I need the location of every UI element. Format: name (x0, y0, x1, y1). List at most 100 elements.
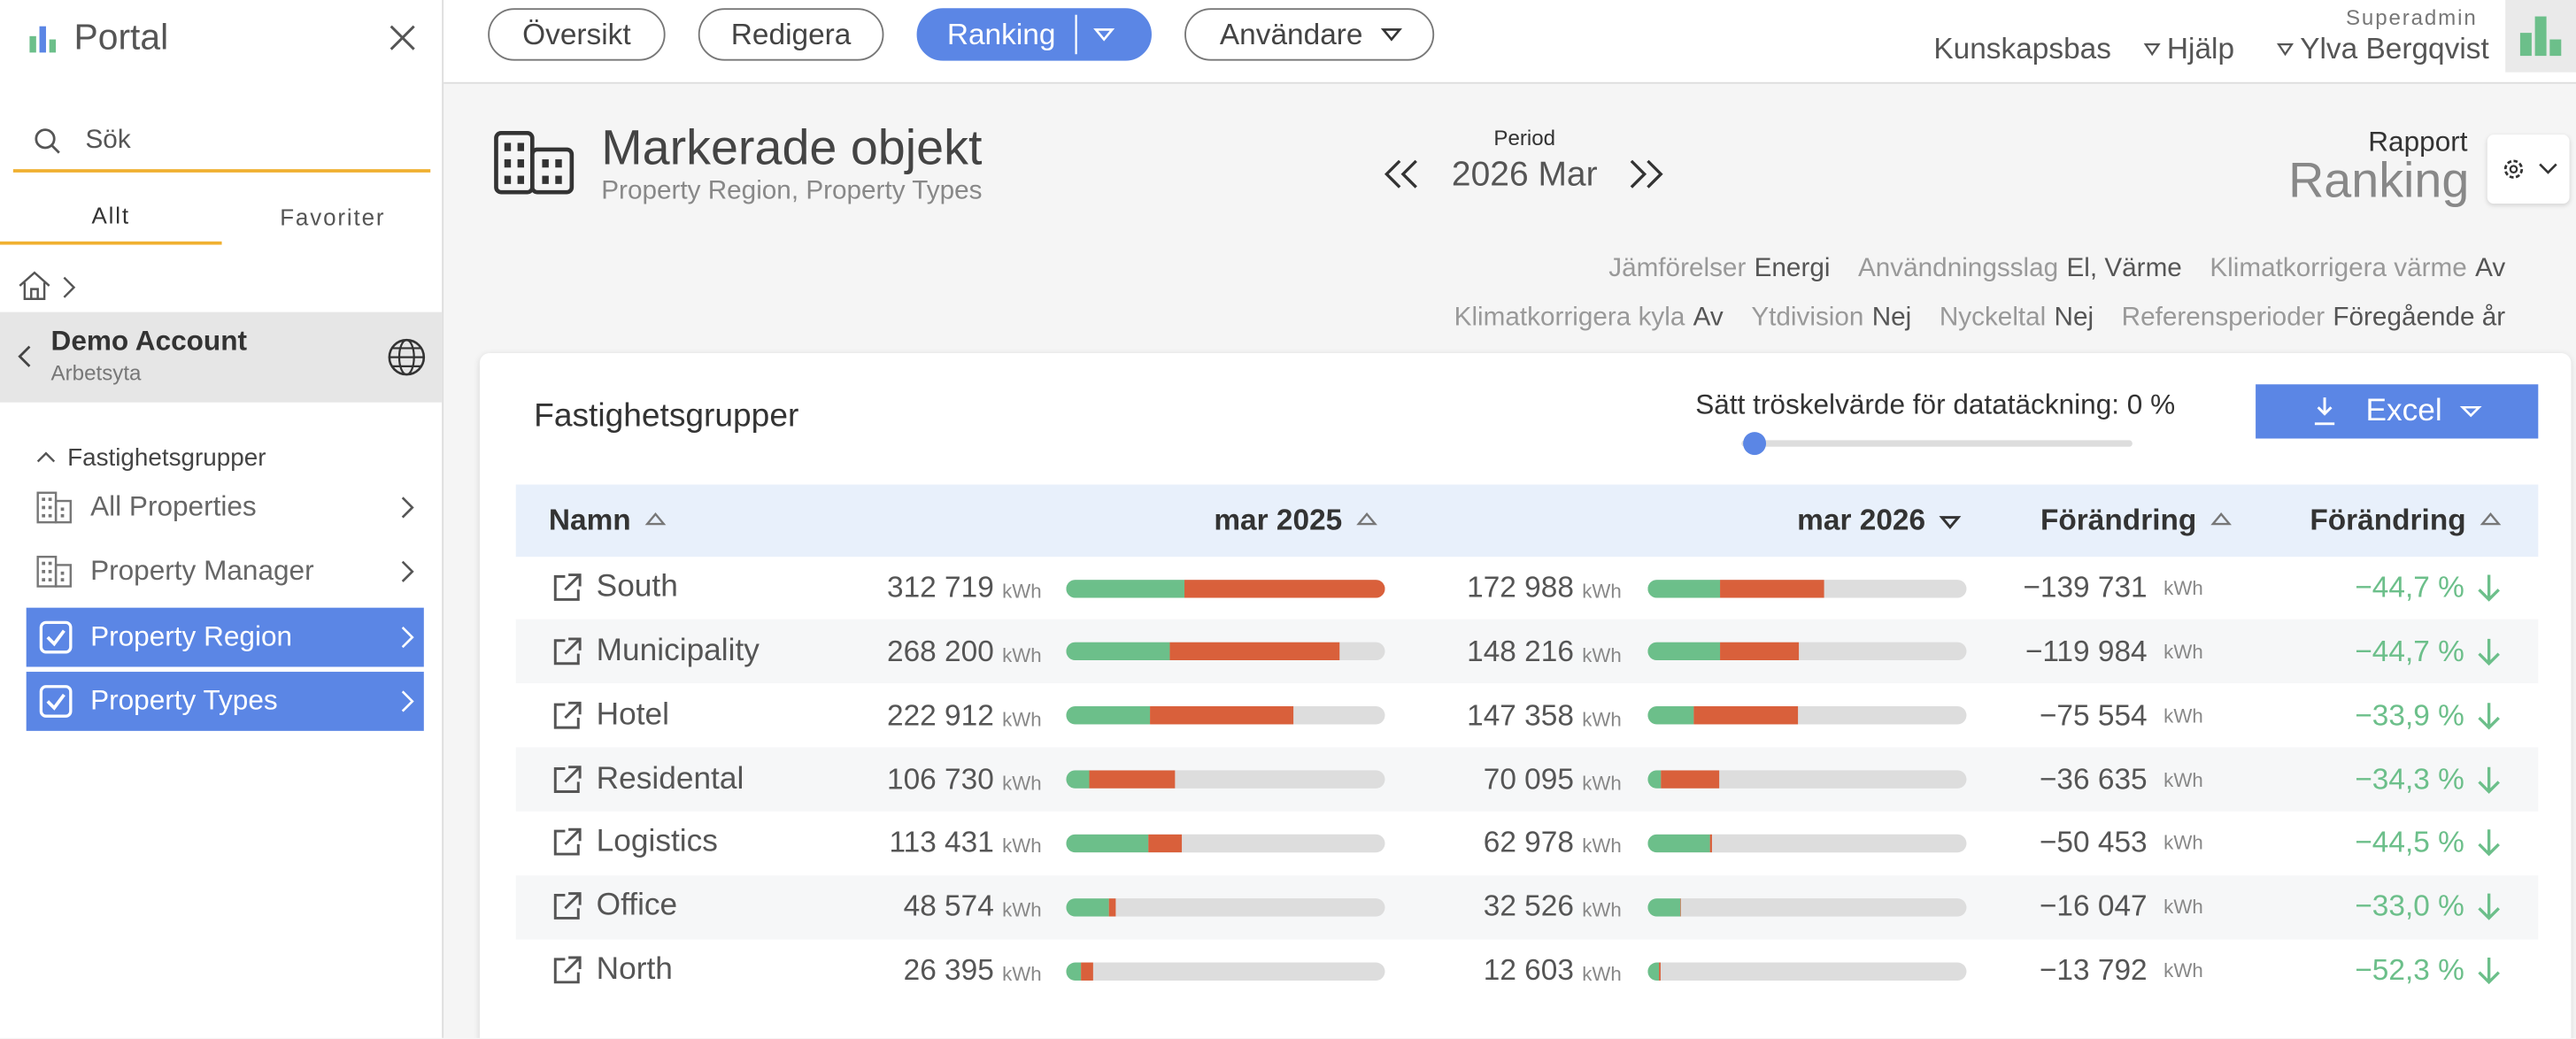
sort-icon[interactable] (1939, 516, 1962, 531)
bar (1066, 643, 1385, 661)
open-link-icon[interactable] (552, 892, 582, 921)
sort-icon[interactable] (1356, 511, 1377, 526)
unit: kWh (1582, 898, 1622, 922)
down-arrow (2478, 830, 2500, 858)
nav-button[interactable]: Ranking (916, 8, 1152, 61)
settings-button[interactable] (2487, 135, 2570, 204)
change-pct: −33,0 % (2355, 889, 2464, 923)
unit: kWh (1582, 962, 1622, 986)
account-name: Demo Account (50, 325, 247, 357)
nav-button[interactable]: Översikt (488, 8, 666, 61)
chevron[interactable] (401, 626, 414, 649)
globe-icon[interactable] (388, 338, 426, 376)
setting: Klimatkorrigera värme Av (2210, 255, 2505, 284)
collapse-icon[interactable] (36, 450, 56, 464)
row-name[interactable]: Office (596, 889, 678, 924)
nav-button-label: Redigera (730, 17, 852, 50)
slider-track[interactable] (1741, 440, 2133, 447)
top-bar (443, 0, 2576, 84)
checkbox[interactable] (39, 620, 73, 654)
sort-icon[interactable] (644, 511, 667, 526)
bar (1647, 897, 1967, 917)
tab[interactable]: Favoriter (280, 204, 386, 230)
tab-underline (0, 241, 222, 245)
split-dropdown[interactable] (1073, 14, 1122, 55)
open-link-icon[interactable] (552, 956, 582, 985)
table-header (515, 484, 2539, 558)
back-arrow[interactable] (17, 345, 34, 368)
unit: kWh (2163, 640, 2203, 664)
sort-icon[interactable] (2480, 511, 2502, 526)
search-underline (12, 169, 431, 173)
setting: Nyckeltal Nej (1940, 304, 2094, 333)
chevron[interactable] (401, 496, 414, 519)
dropdown-icon[interactable] (1380, 28, 1402, 42)
building-icon (36, 555, 73, 588)
sort-icon[interactable] (2210, 511, 2232, 526)
column-header[interactable]: Namn (548, 503, 631, 536)
account-panel[interactable] (0, 312, 443, 403)
excel-button[interactable] (2256, 384, 2539, 439)
next-period[interactable] (1630, 159, 1663, 189)
bar-red (1184, 579, 1385, 597)
link[interactable]: Hjälp (2166, 32, 2235, 65)
bar-segments (1066, 579, 1385, 597)
sidebar-item[interactable] (26, 672, 424, 731)
link[interactable]: Kunskapsbas (1933, 32, 2111, 65)
bar (1647, 961, 1967, 981)
change-pct: −33,9 % (2355, 698, 2464, 732)
setting-value: Föregående år (2333, 304, 2506, 332)
open-link-icon[interactable] (552, 828, 582, 858)
nav-button[interactable]: Användare (1184, 8, 1435, 61)
chevron[interactable] (401, 560, 414, 583)
prev-period[interactable] (1384, 159, 1417, 189)
close-button[interactable] (389, 25, 415, 50)
bar-red (1169, 643, 1340, 661)
chevron[interactable] (401, 689, 414, 712)
search-input[interactable]: Sök (85, 126, 131, 155)
report: Ranking (2288, 154, 2470, 209)
unit: kWh (1582, 835, 1622, 858)
nav-button[interactable]: Redigera (698, 8, 884, 61)
tab[interactable]: Allt (91, 202, 131, 228)
building-icon (494, 131, 575, 195)
row-name[interactable]: Municipality (596, 634, 760, 669)
open-link-icon[interactable] (552, 573, 582, 603)
unit: kWh (2163, 704, 2203, 727)
page-title: Markerade objekt (601, 121, 983, 176)
sidebar-item[interactable] (26, 607, 424, 667)
nav-button-label: Översikt (522, 17, 631, 50)
bar-green (1066, 579, 1185, 597)
bar-segments (1647, 643, 1800, 661)
down-arrow (2478, 638, 2500, 666)
link[interactable]: Ylva Bergqvist (2300, 32, 2489, 65)
setting-key: Ytdivision (1751, 304, 1864, 332)
sidebar-item-label: All Properties (90, 490, 257, 523)
bar (1647, 643, 1967, 661)
setting-key: Klimatkorrigera kyla (1454, 304, 1685, 332)
checkbox[interactable] (39, 685, 73, 718)
open-link-icon[interactable] (552, 765, 582, 794)
bar (1066, 834, 1385, 853)
bar-green (1647, 961, 1660, 981)
column-header[interactable]: Förändring (2040, 503, 2197, 536)
row-name[interactable]: Residental (596, 761, 744, 797)
slider-knob[interactable] (1743, 432, 1767, 456)
open-link-icon[interactable] (552, 637, 582, 666)
row-name[interactable]: Hotel (596, 697, 670, 733)
section-title: Fastighetsgrupper (67, 444, 266, 473)
column-header[interactable]: mar 2025 (1214, 503, 1343, 536)
row-name[interactable]: Logistics (596, 825, 718, 860)
setting-key: Användningsslag (1857, 254, 2059, 283)
change: −50 453 (2039, 826, 2148, 859)
column-header[interactable]: Förändring (2310, 503, 2466, 536)
setting-value: Energi (1754, 254, 1831, 283)
open-link-icon[interactable] (552, 701, 582, 730)
breadcrumb-home[interactable] (18, 271, 83, 300)
row-name[interactable]: South (596, 569, 678, 604)
column-header[interactable]: mar 2026 (1797, 503, 1926, 536)
bar (1066, 897, 1385, 917)
bar-green (1066, 706, 1151, 725)
row-name[interactable]: North (596, 952, 673, 988)
